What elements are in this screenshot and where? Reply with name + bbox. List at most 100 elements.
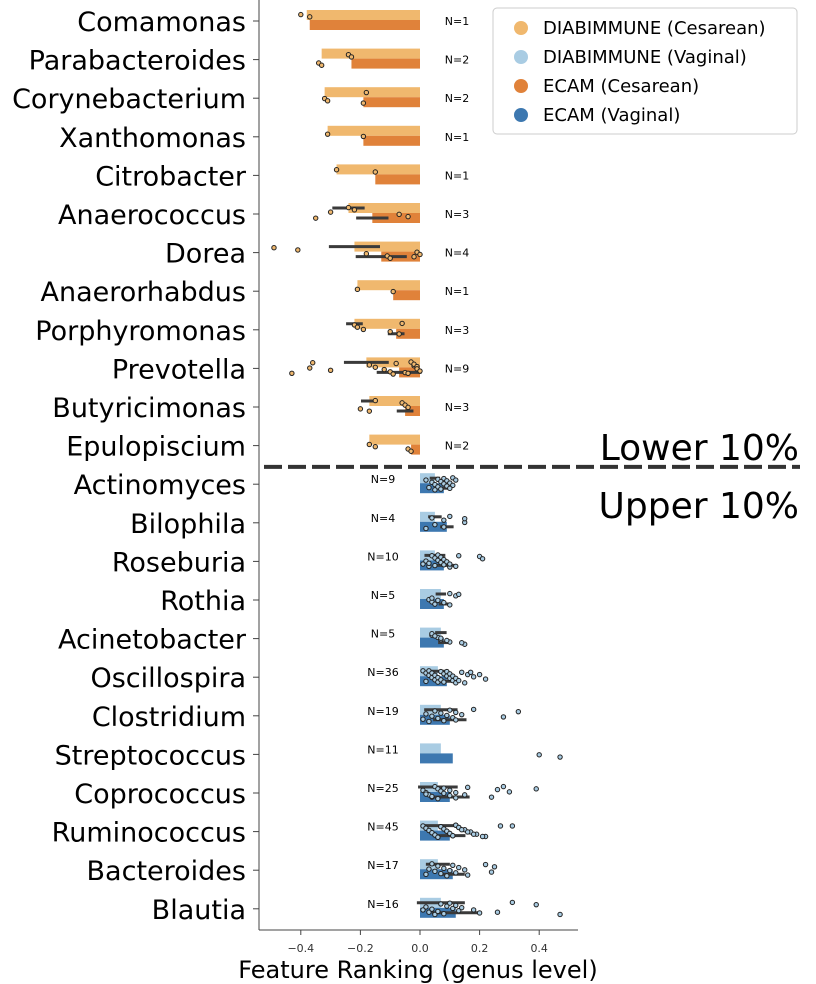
n-label-actinomyces: N=9 [371,473,395,486]
point-actinomyces [438,486,444,492]
point-epulopiscium [408,448,414,454]
category-label-rothia: Rothia [160,586,246,617]
x-tick-label: 0.0 [411,942,429,955]
n-label-butyricimonas: N=3 [445,401,469,414]
point-dorea [295,247,301,253]
point-bacteroides [453,870,459,876]
point-coprococcus [488,794,495,800]
point-dorea [411,254,417,260]
point-rothia [429,595,435,601]
bar-diabimmune-citrobacter [336,164,420,175]
point-parabacteroides [348,54,355,60]
point-rothia [456,591,462,598]
legend-entry-label: DIABIMMUNE (Cesarean) [543,18,766,39]
n-label-anaerococcus: N=3 [445,208,469,221]
point-anaerococcus [313,215,319,221]
point-clostridium [444,712,450,719]
point-acinetobacter [438,635,444,641]
point-citrobacter [372,169,378,175]
point-streptococcus [557,754,563,760]
bar-ecam-comamonas [309,20,420,30]
point-anaerorhabdus [354,286,361,293]
legend-entry-label: ECAM (Vaginal) [543,105,680,126]
point-comamonas [298,11,304,18]
point-blautia [509,899,516,906]
x-tick-label: −0.4 [287,942,314,955]
point-porphyromonas [399,320,405,327]
point-rothia [435,597,441,604]
point-epulopiscium [372,444,378,450]
bar-diabimmune-anaerorhabdus [357,280,420,291]
point-clostridium [438,710,444,716]
point-blautia [453,902,459,909]
point-corynebacterium [324,98,331,104]
x-axis-label: Feature Ranking (genus level) [238,956,597,984]
point-bacteroides [441,865,447,872]
point-acinetobacter [444,637,450,644]
n-label-bilophila: N=4 [371,512,395,525]
point-coprococcus [453,795,459,801]
point-clostridium [420,716,426,722]
point-oscillospira [462,680,468,686]
point-bilophila [441,517,447,523]
n-labels: N=1 N=2 N=2 N=1 N=1 N=3 N=4 N=1 N=3 N=9 N=3 N=2 N=9 N… [367,15,469,911]
n-label-blautia: N=16 [367,898,398,911]
point-bilophila [447,513,453,520]
category-label-clostridium: Clostridium [92,702,246,733]
point-porphyromonas [387,328,393,335]
point-ruminococcus [497,823,504,829]
point-coprococcus [447,787,453,794]
point-clostridium [423,711,429,717]
point-prevotella [417,368,423,374]
point-bacteroides [423,871,429,878]
point-clostridium [500,714,507,720]
category-label-anaerorhabdus: Anaerorhabdus [40,277,246,308]
point-oscillospira [459,669,465,676]
bar-diabimmune-butyricimonas [369,396,420,406]
point-clostridium [453,709,459,716]
category-label-actinomyces: Actinomyces [74,470,246,501]
point-porphyromonas [396,331,402,337]
point-roseburia [447,561,453,567]
point-acinetobacter [459,640,465,646]
point-clostridium [429,713,435,719]
legend-marker [514,79,528,93]
point-roseburia [453,563,459,569]
n-label-rothia: N=5 [371,589,395,602]
n-label-clostridium: N=19 [367,705,398,718]
point-blautia [470,907,477,913]
category-label-butyricimonas: Butyricimonas [52,393,246,424]
bar-diabimmune-dorea [354,241,420,252]
point-blautia [533,901,539,908]
point-corynebacterium [360,100,367,106]
point-bacteroides [444,873,450,879]
category-label-ruminococcus: Ruminococcus [52,818,246,849]
bar-ecam-actinomyces [420,483,444,494]
point-clostridium [432,708,438,714]
bar-ecam-anaerorhabdus [393,290,420,301]
n-label-anaerorhabdus: N=1 [445,285,469,298]
point-coprococcus [435,795,441,802]
point-bilophila [441,524,447,530]
n-label-acinetobacter: N=5 [371,628,395,641]
point-rothia [447,590,453,597]
category-label-dorea: Dorea [165,239,246,270]
point-clostridium [470,706,477,713]
point-anaerococcus [327,209,334,215]
n-label-prevotella: N=9 [445,362,469,375]
bar-ecam-acinetobacter [420,637,444,648]
point-coprococcus [453,789,459,796]
point-bacteroides [432,868,438,875]
bar-diabimmune-comamonas [306,10,420,20]
point-prevotella [372,364,378,370]
point-blautia [441,910,447,917]
n-label-coprococcus: N=25 [367,782,398,795]
point-streptococcus [536,752,542,758]
point-coprococcus [423,791,429,797]
point-porphyromonas [354,324,361,330]
point-clostridium [441,717,447,724]
point-roseburia [432,562,438,569]
point-bacteroides [447,867,453,874]
point-anaerorhabdus [390,288,396,295]
